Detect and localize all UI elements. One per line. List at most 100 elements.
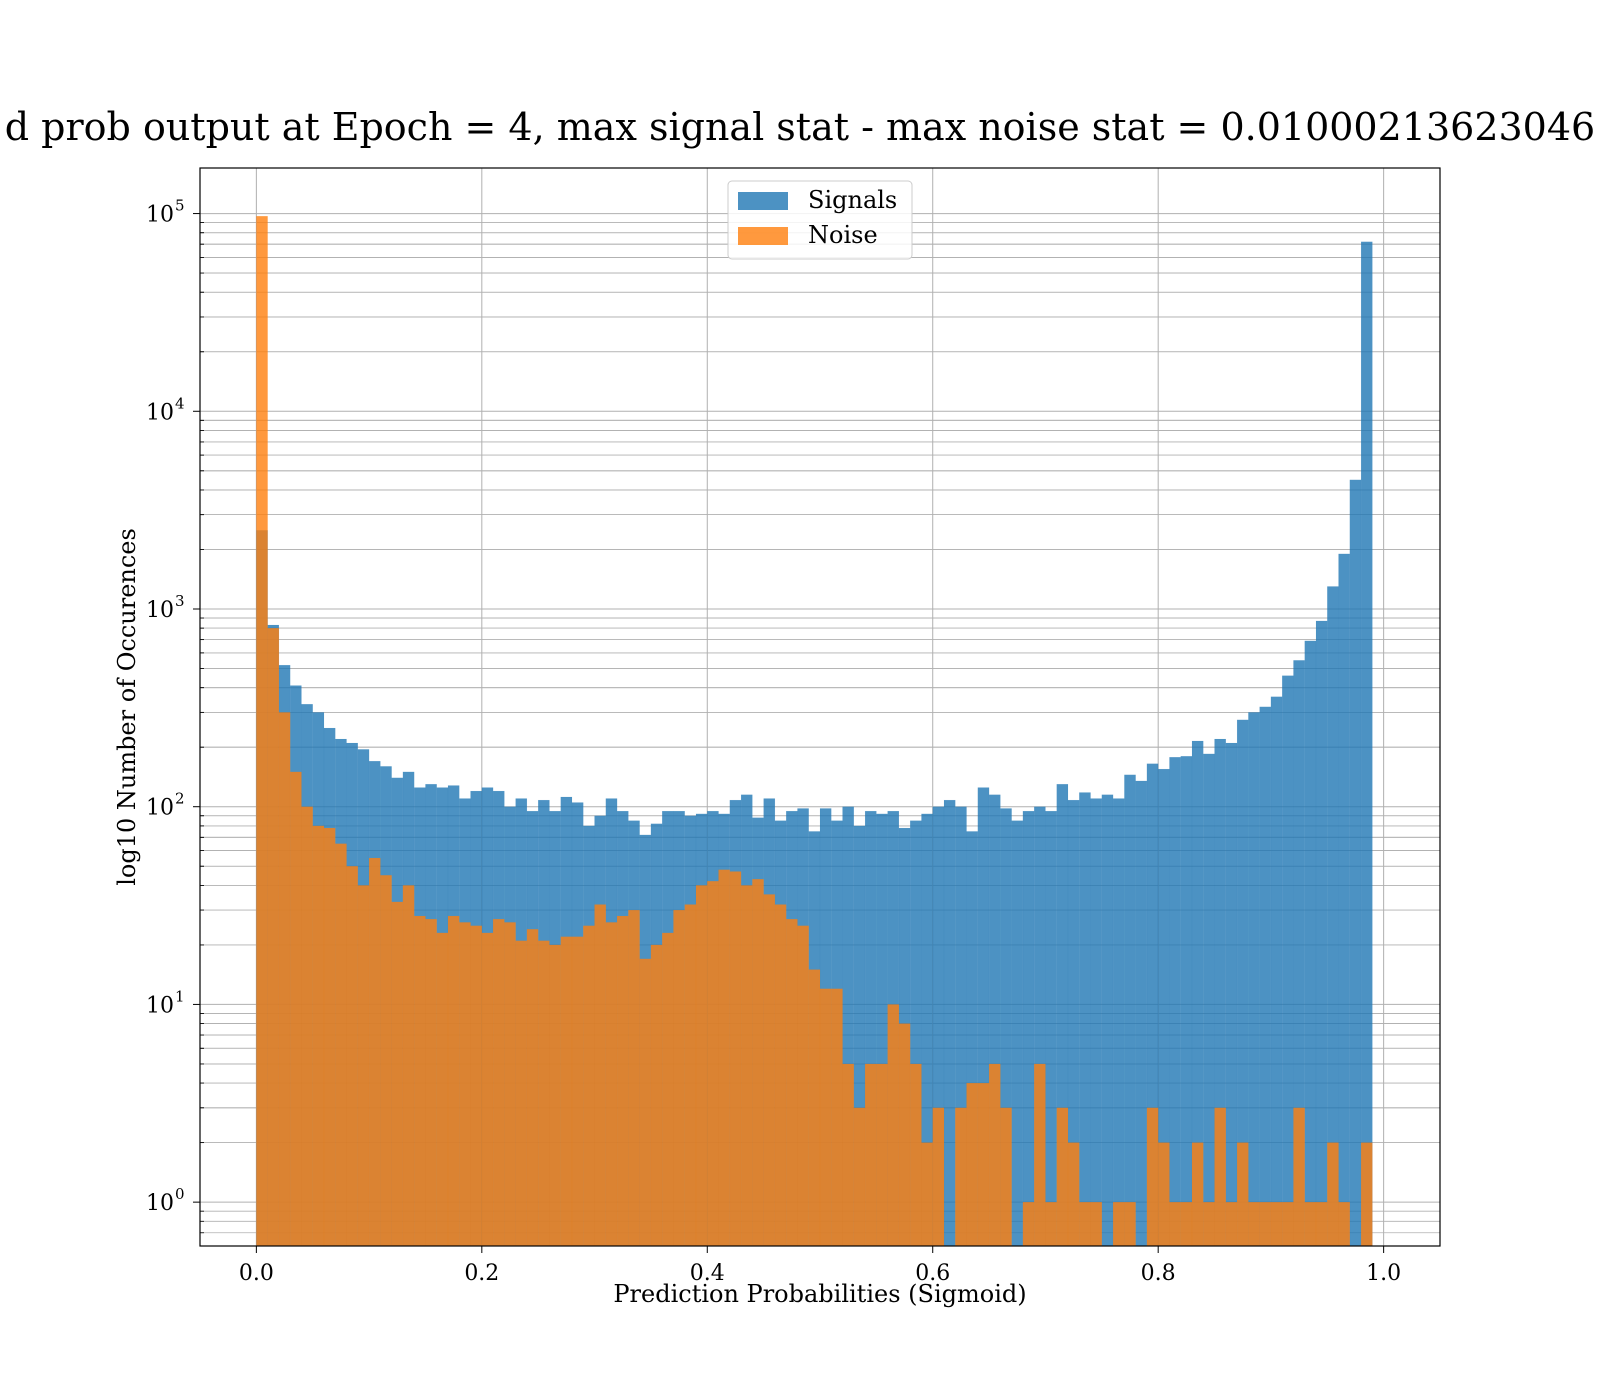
bar-signals-94 (1315, 620, 1328, 1247)
bar-noise-49 (808, 969, 821, 1247)
bar-noise-37 (673, 909, 685, 1247)
bar-noise-27 (560, 936, 573, 1247)
bar-signals-91 (1281, 675, 1294, 1247)
bar-noise-0 (256, 215, 268, 1247)
bar-noise-77 (1124, 1201, 1136, 1247)
bar-noise-94 (1315, 1201, 1328, 1247)
y-tick-exponent: 4 (175, 394, 185, 412)
bar-noise-12 (391, 901, 404, 1247)
bar-noise-13 (402, 885, 415, 1247)
x-tick-label: 0.2 (464, 1261, 499, 1286)
x-axis-ticks: 0.0 0.2 0.4 0.6 0.8 1.0 (239, 1246, 1401, 1286)
bar-noise-14 (413, 915, 426, 1247)
y-tick-exponent: 2 (175, 790, 185, 808)
bar-noise-55 (876, 1063, 888, 1247)
bar-noise-34 (639, 958, 652, 1247)
bar-noise-43 (740, 885, 753, 1247)
bar-noise-5 (312, 825, 325, 1247)
bar-noise-18 (459, 922, 471, 1247)
bar-signals-74 (1090, 798, 1103, 1247)
bar-signals-61 (943, 799, 956, 1247)
bar-signals-84 (1203, 753, 1215, 1247)
bar-noise-30 (594, 904, 607, 1247)
bar-noise-46 (774, 904, 787, 1247)
bar-noise-69 (1033, 1063, 1046, 1247)
bar-noise-71 (1056, 1107, 1069, 1247)
bar-signals-89 (1259, 706, 1272, 1247)
bar-noise-79 (1146, 1107, 1159, 1247)
bar-signals-86 (1225, 742, 1238, 1247)
bar-signals-88 (1248, 712, 1260, 1247)
bar-signals-75 (1101, 794, 1114, 1247)
y-tick-label: 10 (146, 598, 174, 623)
bar-noise-4 (301, 806, 313, 1247)
bar-noise-90 (1270, 1201, 1283, 1247)
bar-signals-73 (1079, 792, 1091, 1247)
bar-signals-70 (1045, 810, 1057, 1247)
legend-swatch-signals (738, 192, 788, 210)
bar-noise-91 (1281, 1201, 1294, 1247)
bar-noise-6 (323, 827, 336, 1247)
bar-noise-21 (492, 918, 505, 1247)
chart-title: d prob output at Epoch = 4, max signal s… (5, 105, 1595, 149)
bar-noise-83 (1191, 1142, 1204, 1247)
bar-noise-25 (537, 940, 550, 1247)
bar-noise-93 (1304, 1201, 1317, 1247)
bar-noise-74 (1090, 1201, 1103, 1247)
bar-noise-31 (605, 922, 618, 1247)
bar-noise-19 (470, 925, 483, 1247)
bar-noise-56 (887, 1004, 900, 1247)
bar-noise-17 (447, 915, 460, 1247)
legend-label-signals: Signals (808, 186, 897, 214)
bar-signals-78 (1135, 780, 1148, 1247)
bar-noise-92 (1293, 1107, 1305, 1247)
bar-noise-15 (425, 918, 437, 1247)
bar-signals-93 (1304, 640, 1317, 1247)
x-tick-label: 0.0 (239, 1261, 274, 1286)
y-tick-exponent: 5 (175, 197, 185, 215)
x-tick-label: 0.4 (690, 1261, 725, 1286)
bar-noise-84 (1203, 1201, 1215, 1247)
bar-noise-1 (267, 627, 280, 1247)
legend-swatch-noise (738, 227, 788, 245)
bar-noise-23 (515, 940, 528, 1247)
legend: Signals Noise (727, 180, 913, 260)
bar-noise-76 (1112, 1201, 1125, 1247)
bar-noise-89 (1259, 1201, 1272, 1247)
y-tick-exponent: 3 (175, 592, 185, 610)
bar-noise-62 (955, 1107, 967, 1247)
bar-signals-98 (1360, 241, 1373, 1247)
bar-noise-38 (684, 904, 697, 1247)
bar-noise-47 (785, 918, 798, 1247)
bar-noise-44 (752, 878, 764, 1247)
bar-noise-42 (729, 871, 742, 1247)
bar-noise-3 (289, 771, 302, 1247)
bar-noise-96 (1338, 1201, 1351, 1247)
bar-noise-51 (831, 988, 843, 1247)
bar-noise-80 (1157, 1142, 1170, 1247)
bar-noise-36 (661, 932, 674, 1247)
bar-noise-53 (853, 1107, 866, 1247)
bar-signals-77 (1124, 774, 1136, 1247)
noise-bars (256, 215, 1373, 1247)
bar-noise-66 (1000, 1107, 1012, 1247)
bar-noise-72 (1067, 1142, 1080, 1247)
bar-noise-59 (921, 1142, 933, 1247)
bar-noise-8 (346, 866, 359, 1247)
bar-noise-70 (1045, 1201, 1057, 1247)
bar-noise-50 (819, 988, 832, 1247)
bar-noise-60 (932, 1107, 945, 1247)
y-tick-label: 10 (146, 796, 174, 821)
y-tick-label: 10 (146, 1191, 174, 1216)
bar-noise-7 (335, 843, 347, 1247)
bar-signals-76 (1112, 798, 1125, 1247)
bar-signals-90 (1270, 696, 1283, 1247)
x-tick-label: 1.0 (1366, 1261, 1401, 1286)
y-tick-exponent: 1 (175, 987, 185, 1005)
bar-noise-16 (436, 932, 449, 1247)
bar-noise-24 (526, 929, 539, 1247)
bar-noise-41 (718, 869, 731, 1247)
bar-signals-97 (1349, 479, 1362, 1247)
